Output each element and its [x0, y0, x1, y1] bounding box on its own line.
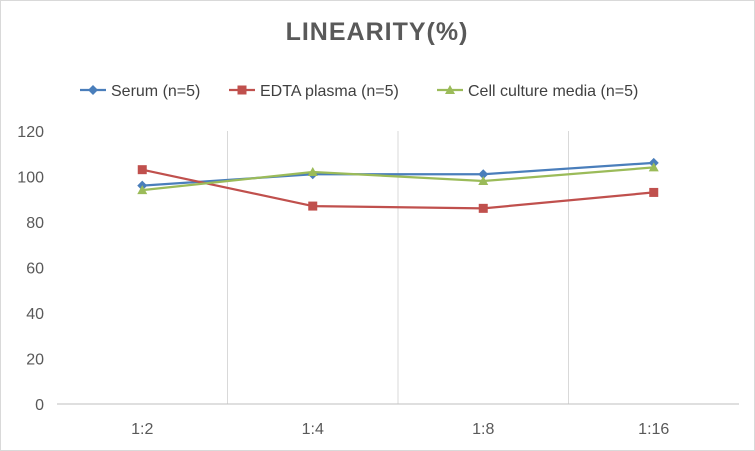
legend-marker-edta-plasma: [237, 85, 247, 95]
chart-title: LINEARITY(%): [286, 18, 469, 46]
legend-label-edta-plasma: EDTA plasma (n=5): [260, 83, 399, 100]
legend: Serum (n=5) EDTA plasma (n=5) Cell cultu…: [80, 83, 638, 100]
plot-area: 0 20 40 60 80 100 120 1:2 1:4 1:8 1:16: [17, 124, 739, 438]
data-point-cell-culture-media: [137, 185, 148, 195]
legend-item-edta-plasma: EDTA plasma (n=5): [229, 83, 399, 100]
y-tick-label: 120: [17, 124, 44, 141]
x-tick-label: 1:16: [638, 421, 669, 438]
x-tick-label: 1:2: [131, 421, 153, 438]
y-tick-label: 60: [26, 261, 44, 278]
data-point-edta-plasma: [308, 201, 318, 211]
y-tick-label: 80: [26, 215, 44, 232]
x-tick-label: 1:4: [302, 421, 324, 438]
legend-marker-serum: [88, 85, 98, 95]
series-line-serum: [142, 161, 654, 187]
data-point-edta-plasma: [478, 203, 488, 213]
data-point-edta-plasma: [649, 187, 659, 197]
data-point-cell-culture-media: [648, 162, 659, 172]
y-tick-label: 40: [26, 306, 44, 323]
y-tick-label: 20: [26, 352, 44, 369]
data-point-serum: [478, 169, 489, 180]
y-tick-label: 0: [35, 397, 44, 414]
data-point-cell-culture-media: [478, 176, 489, 186]
series-line-edta-plasma: [142, 168, 654, 210]
data-point-cell-culture-media: [307, 166, 318, 176]
legend-marker-cell-culture-media: [445, 85, 455, 94]
y-tick-label: 100: [17, 170, 44, 187]
legend-item-serum: Serum (n=5): [80, 83, 200, 100]
legend-label-cell-culture-media: Cell culture media (n=5): [468, 83, 638, 100]
legend-label-serum: Serum (n=5): [111, 83, 200, 100]
data-point-edta-plasma: [137, 165, 147, 175]
legend-item-cell-culture-media: Cell culture media (n=5): [437, 83, 638, 100]
series-line-cell-culture-media: [142, 166, 654, 192]
x-tick-label: 1:8: [472, 421, 494, 438]
